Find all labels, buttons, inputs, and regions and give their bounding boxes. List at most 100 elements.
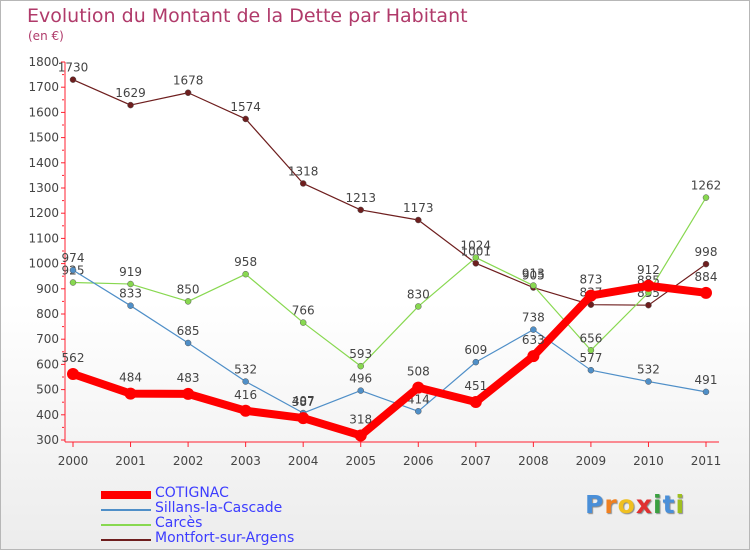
data-label: 1629 [115,86,146,100]
data-point [242,115,249,123]
data-point [700,286,712,299]
data-label: 738 [522,311,545,325]
data-point [69,266,77,274]
data-label: 873 [579,273,602,287]
data-label: 833 [119,287,142,301]
proxiti-logo: Proxiti [585,490,685,519]
data-point [530,282,537,289]
data-label: 1262 [691,179,722,193]
series-line-COTIGNAC [69,281,710,440]
data-label: 407 [292,394,315,408]
data-point [127,101,134,109]
legend-label: Sillans-la-Cascade [155,500,283,516]
data-label: 1678 [173,74,204,88]
data-point [472,358,480,366]
data-label: 850 [177,282,200,296]
data-label: 387 [292,395,315,409]
data-label: 1173 [403,201,434,215]
x-tick-label: 2001 [115,454,146,468]
data-label: 484 [119,371,142,385]
data-point [584,289,597,302]
y-tick-label: 700 [36,332,59,346]
data-label: 1213 [345,191,376,205]
legend-label: COTIGNAC [155,485,229,501]
data-point [69,279,77,286]
data-point [412,381,425,394]
legend-label: Carcès [155,515,203,531]
data-point [702,194,710,201]
data-label: 919 [119,265,142,279]
chart-title: Evolution du Montant de la Dette par Hab… [27,5,468,27]
series-line-Sillans-la-Cascade [72,269,707,414]
logo-letter: x [635,490,653,519]
data-point [297,412,310,425]
data-label: 451 [464,379,487,393]
logo-letter: i [653,490,663,519]
logo-letter: t [662,490,676,519]
logo-letter: r [604,490,618,519]
data-label: 1730 [58,61,89,75]
data-point [127,302,134,309]
y-tick-label: 1000 [28,257,59,271]
data-point [587,301,595,308]
data-label: 913 [522,267,545,281]
data-point [299,319,307,326]
data-label: 532 [234,363,257,377]
y-tick-label: 300 [36,433,59,447]
data-point [184,89,192,96]
x-tick-label: 2000 [58,454,89,468]
y-tick-label: 1100 [28,231,59,245]
data-point [354,429,367,442]
logo-letter: i [675,490,686,519]
x-tick-label: 2007 [461,454,492,468]
data-label: 562 [62,351,85,365]
x-tick-label: 2010 [633,454,664,468]
data-label: 766 [292,304,315,318]
data-label: 830 [407,287,430,301]
data-point [357,206,364,214]
y-tick-label: 900 [36,282,59,296]
data-point [530,326,537,333]
data-label: 912 [637,263,660,277]
legend-label: Montfort-sur-Argens [155,530,295,546]
data-label: 532 [637,363,660,377]
series-line-Montfort-sur-Argens [72,79,707,306]
data-label: 593 [349,347,372,361]
data-label: 633 [522,333,545,347]
data-label: 1001 [461,244,492,258]
data-label: 685 [177,324,200,338]
data-point [415,216,422,224]
x-tick-label: 2006 [403,454,434,468]
x-tick-label: 2004 [288,454,319,468]
x-tick-label: 2008 [518,454,549,468]
data-label: 1574 [230,100,261,114]
logo-letter: o [617,490,636,519]
logo-letter: P [585,490,605,519]
data-label: 1318 [288,164,319,178]
data-point [415,408,422,415]
y-tick-label: 1600 [28,105,59,119]
y-tick-label: 1800 [28,55,59,69]
y-tick-label: 1300 [28,181,59,195]
data-point [127,280,134,288]
data-label: 496 [349,372,372,386]
x-tick-label: 2009 [576,454,607,468]
data-point [702,260,710,268]
x-tick-label: 2011 [691,454,722,468]
data-label: 577 [579,351,602,365]
legend-swatch [101,491,151,499]
data-point [415,303,422,310]
y-tick-label: 400 [36,408,59,422]
data-point [124,387,137,400]
data-label: 905 [522,269,545,283]
series-line-Carcès [72,196,707,367]
data-label: 491 [695,373,718,387]
y-tick-label: 600 [36,357,59,371]
legend-swatch [101,524,151,526]
data-point [182,387,195,400]
data-point [469,395,482,408]
y-tick-label: 1700 [28,80,59,94]
data-point [69,76,77,83]
